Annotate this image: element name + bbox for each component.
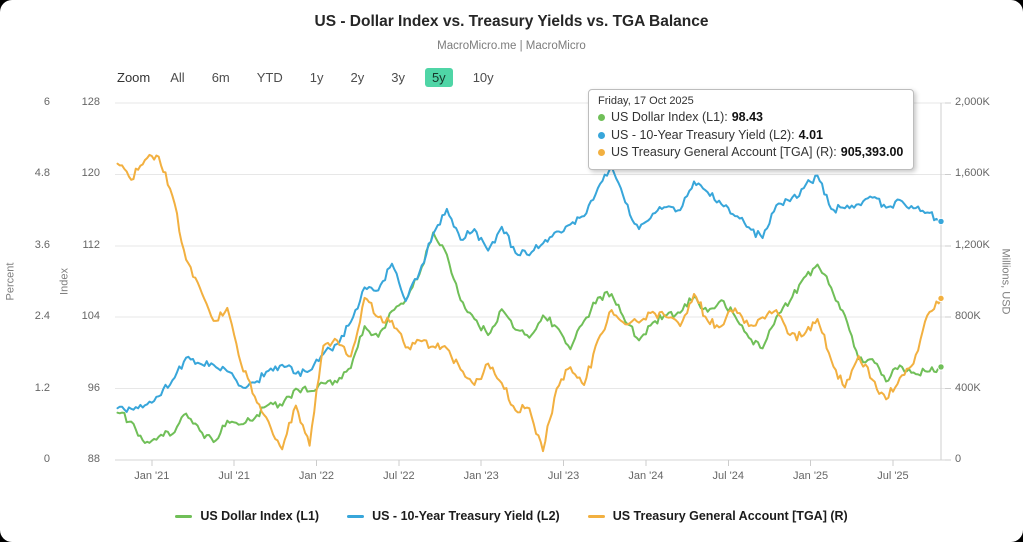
series-line-tga-balance (116, 153, 942, 453)
index-axis-tick-label: 96 (87, 381, 100, 394)
legend-label: US - 10-Year Treasury Yield (L2) (372, 509, 560, 523)
x-axis-tick-label: Jul '21 (218, 470, 250, 482)
right-axis-tick-label: 400K (955, 381, 981, 394)
series-hover-marker (937, 363, 945, 371)
legend-swatch-icon (347, 514, 365, 518)
series-bullet-icon (598, 149, 605, 157)
percent-axis-tick-label: 3.6 (34, 238, 50, 251)
right-axis-tick-label: 1,600K (955, 167, 990, 180)
percent-axis-tick-label: 2.4 (34, 310, 50, 323)
x-axis-tick-label: Jan '25 (793, 470, 829, 482)
right-axis-tick-label: 0 (955, 453, 962, 465)
percent-axis-tick-label: 4.8 (34, 167, 50, 180)
tooltip-series-value: 905,393.00 (840, 145, 904, 159)
index-axis-tick-label: 104 (81, 310, 100, 323)
right-axis-tick-label: 1,200K (955, 238, 990, 251)
zoom-range-button-all[interactable]: All (170, 70, 185, 85)
zoom-toolbar-buttons: All 6m YTD 1y 2y 3y 5y 10y (163, 68, 500, 87)
x-axis-tick-label: Jul '22 (383, 470, 415, 482)
zoom-range-button-2y[interactable]: 2y (350, 70, 365, 85)
legend-item[interactable]: US - 10-Year Treasury Yield (L2) (347, 509, 560, 523)
index-axis-tick-label: 128 (81, 96, 100, 108)
tooltip-row: US - 10-Year Treasury Yield (L2): 4.01 (598, 127, 903, 145)
zoom-range-button-1y[interactable]: 1y (309, 70, 324, 85)
zoom-range-button-10y[interactable]: 10y (472, 70, 494, 85)
legend-label: US Dollar Index (L1) (200, 509, 320, 523)
chart-title: US - Dollar Index vs. Treasury Yields vs… (314, 13, 709, 30)
zoom-toolbar: Zoom All 6m YTD 1y 2y 3y 5y 10y (117, 68, 501, 87)
index-axis-tick-label: 112 (82, 238, 100, 251)
tooltip-series-label: US - 10-Year Treasury Yield (L2): (611, 127, 795, 142)
zoom-toolbar-label: Zoom (117, 70, 151, 85)
series-hover-marker (937, 217, 945, 226)
right-axis-tick-label: 800K (955, 310, 981, 323)
x-axis-tick-label: Jan '21 (134, 470, 170, 482)
legend-swatch-icon (587, 514, 605, 518)
index-axis-tick-label: 88 (87, 453, 100, 465)
series-hover-marker (937, 294, 945, 303)
x-axis-tick-label: Jan '22 (298, 470, 335, 482)
zoom-range-button-3y[interactable]: 3y (391, 70, 405, 85)
zoom-range-button-6m[interactable]: 6m (211, 70, 230, 85)
zoom-range-button-5y[interactable]: 5y (424, 68, 453, 87)
x-axis-tick-label: Jul '24 (712, 470, 744, 482)
series-line-treasury-yield (116, 165, 942, 413)
hover-tooltip: Friday, 17 Oct 2025 US Dollar Index (L1)… (588, 89, 915, 170)
chart-subtitle: MacroMicro.me | MacroMicro (437, 40, 586, 52)
series-bullet-icon (598, 131, 605, 139)
series-bullet-icon (598, 114, 605, 122)
x-axis-tick-label: Jul '23 (547, 470, 580, 482)
legend-item[interactable]: US Treasury General Account [TGA] (R) (587, 509, 848, 523)
legend-label: US Treasury General Account [TGA] (R) (612, 509, 848, 523)
right-axis-tick-label: 2,000K (955, 96, 990, 108)
legend-swatch-icon (175, 514, 193, 518)
tooltip-series-value: 4.01 (798, 127, 823, 142)
tooltip-rows: US Dollar Index (L1): 98.43 US - 10-Year T… (598, 109, 903, 162)
tooltip-series-value: 98.43 (731, 110, 763, 124)
x-axis-tick-label: Jan '24 (628, 470, 664, 482)
percent-axis-tick-label: 6 (43, 96, 50, 108)
legend-item[interactable]: US Dollar Index (L1) (175, 509, 319, 523)
index-axis-tick-label: 120 (81, 167, 100, 180)
x-axis-tick-label: Jul '25 (877, 470, 909, 482)
series-line-dollar-index (116, 231, 942, 444)
tooltip-series-label: US Treasury General Account [TGA] (R): (611, 145, 837, 159)
tooltip-date: Friday, 17 Oct 2025 (598, 95, 694, 107)
zoom-range-button-ytd[interactable]: YTD (256, 70, 283, 85)
chart-legend: US Dollar Index (L1) US - 10-Year Treasur… (0, 509, 1023, 523)
tooltip-row: US Dollar Index (L1): 98.43 (598, 109, 903, 127)
percent-axis-tick-label: 1.2 (34, 381, 50, 394)
percent-axis-tick-label: 0 (43, 453, 50, 465)
x-axis-tick-label: Jan '23 (463, 470, 499, 482)
tooltip-row: US Treasury General Account [TGA] (R): 90… (598, 144, 903, 162)
tooltip-series-label: US Dollar Index (L1): (611, 110, 728, 124)
